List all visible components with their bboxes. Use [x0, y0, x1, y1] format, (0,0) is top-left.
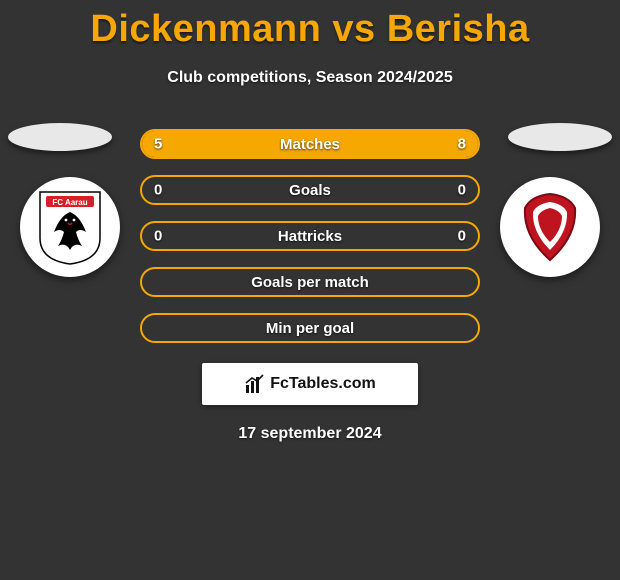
comparison-arena: FC Aarau 5 Matches 8 [0, 129, 620, 443]
branding-text: FcTables.com [270, 375, 376, 393]
stat-value-right: 0 [458, 228, 466, 245]
stat-value-left: 0 [154, 182, 162, 199]
stat-label: Hattricks [278, 228, 342, 245]
stat-row-goals-per-match: Goals per match [140, 267, 480, 297]
stat-row-goals: 0 Goals 0 [140, 175, 480, 205]
stat-row-hattricks: 0 Hattricks 0 [140, 221, 480, 251]
branding-chart-icon [244, 373, 266, 395]
stat-rows: 5 Matches 8 0 Goals 0 0 Hattricks 0 [140, 129, 480, 343]
stat-value-left: 5 [154, 136, 162, 153]
page-title: Dickenmann vs Berisha [0, 0, 620, 51]
date-text: 17 september 2024 [0, 425, 620, 443]
branding-badge: FcTables.com [202, 363, 418, 405]
stat-label: Matches [280, 136, 340, 153]
comparison-card: Dickenmann vs Berisha Club competitions,… [0, 0, 620, 443]
club-badge-left: FC Aarau [20, 177, 120, 277]
stat-label: Goals per match [251, 274, 369, 291]
svg-text:FC Aarau: FC Aarau [52, 198, 87, 207]
player-left-marker [8, 123, 112, 151]
stat-value-left: 0 [154, 228, 162, 245]
stat-label: Min per goal [266, 320, 354, 337]
club-badge-right [500, 177, 600, 277]
aarau-crest-icon: FC Aarau [36, 188, 104, 266]
subtitle: Club competitions, Season 2024/2025 [0, 69, 620, 87]
stat-row-matches: 5 Matches 8 [140, 129, 480, 159]
player-right-marker [508, 123, 612, 151]
stat-value-right: 8 [458, 136, 466, 153]
stat-label: Goals [289, 182, 331, 199]
stat-row-min-per-goal: Min per goal [140, 313, 480, 343]
vaduz-crest-icon [519, 190, 581, 264]
stat-value-right: 0 [458, 182, 466, 199]
